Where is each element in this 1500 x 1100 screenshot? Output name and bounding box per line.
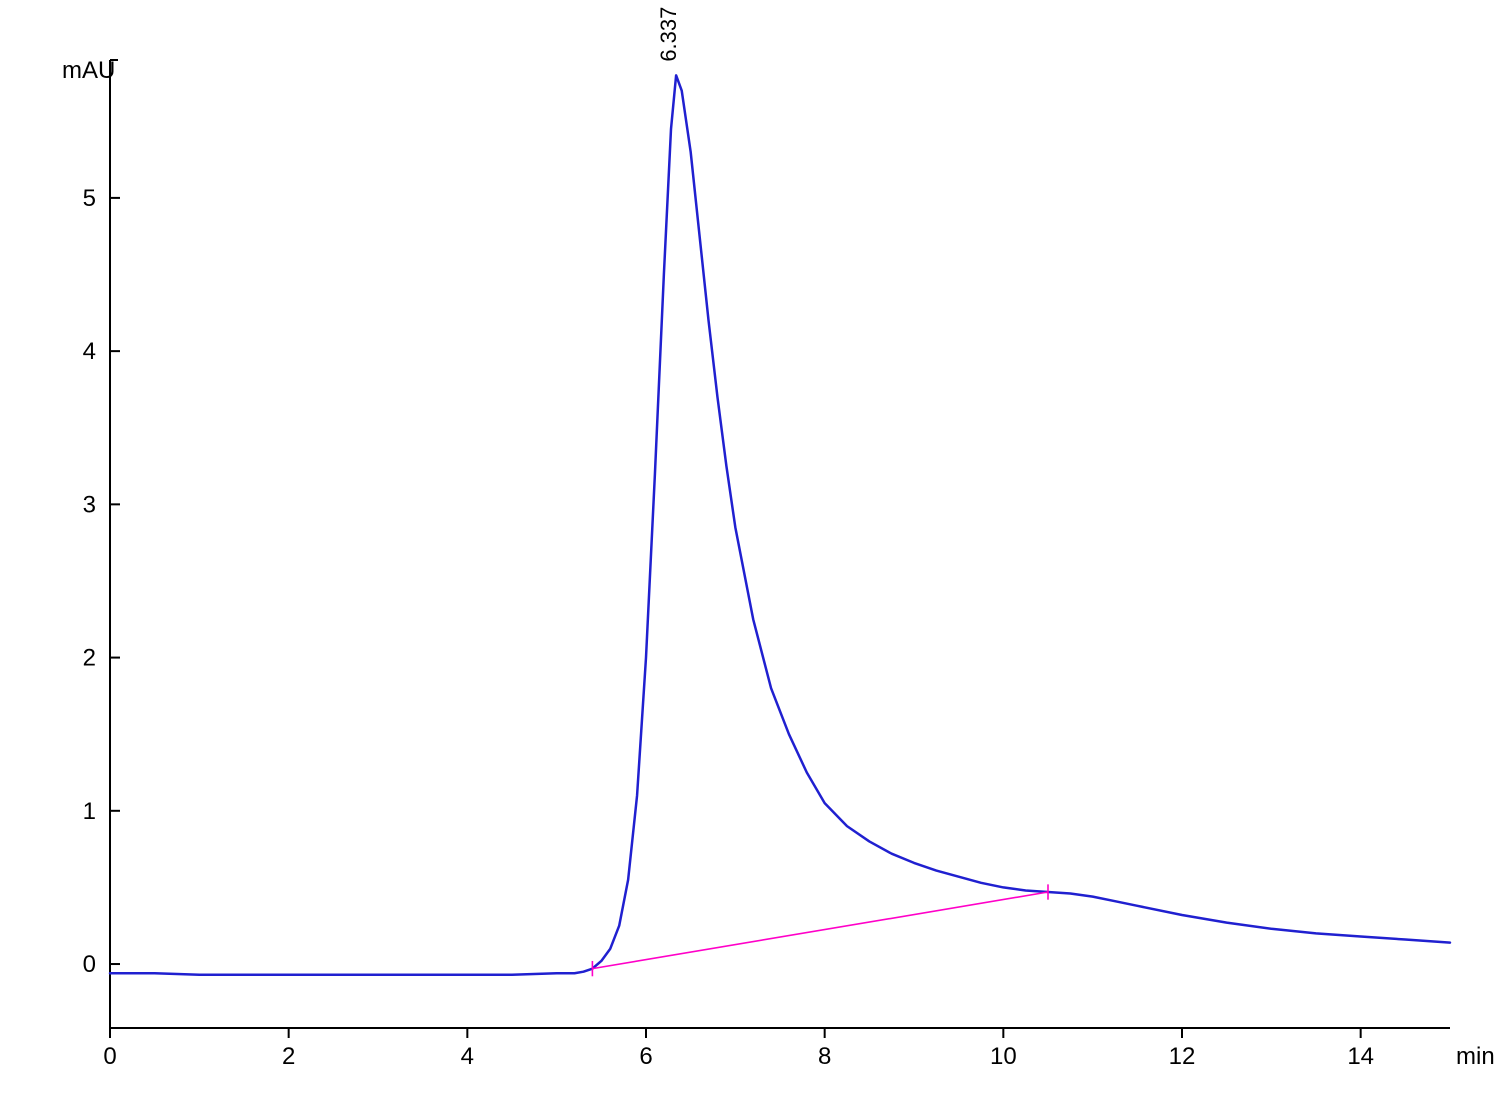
x-tick-label: 14	[1347, 1043, 1374, 1070]
x-tick-label: 2	[282, 1043, 295, 1070]
y-tick-label: 1	[83, 798, 96, 825]
chromatogram-chart: 012345mAU02468101214min6.337	[0, 0, 1500, 1100]
x-tick-label: 12	[1169, 1043, 1196, 1070]
x-tick-label: 0	[103, 1043, 116, 1070]
x-tick-label: 6	[639, 1043, 652, 1070]
y-tick-label: 4	[83, 338, 96, 365]
y-tick-label: 2	[83, 645, 96, 672]
chromatogram-svg: 012345mAU02468101214min6.337	[0, 0, 1500, 1100]
signal-trace	[110, 75, 1450, 974]
x-tick-label: 8	[818, 1043, 831, 1070]
x-axis-label: min	[1456, 1043, 1495, 1070]
x-tick-label: 4	[461, 1043, 474, 1070]
y-tick-label: 0	[83, 951, 96, 978]
y-axis-label: mAU	[62, 57, 115, 84]
y-tick-label: 3	[83, 491, 96, 518]
y-tick-label: 5	[83, 185, 96, 212]
integration-baseline	[592, 892, 1048, 969]
peak-retention-label: 6.337	[656, 7, 681, 62]
x-tick-label: 10	[990, 1043, 1017, 1070]
